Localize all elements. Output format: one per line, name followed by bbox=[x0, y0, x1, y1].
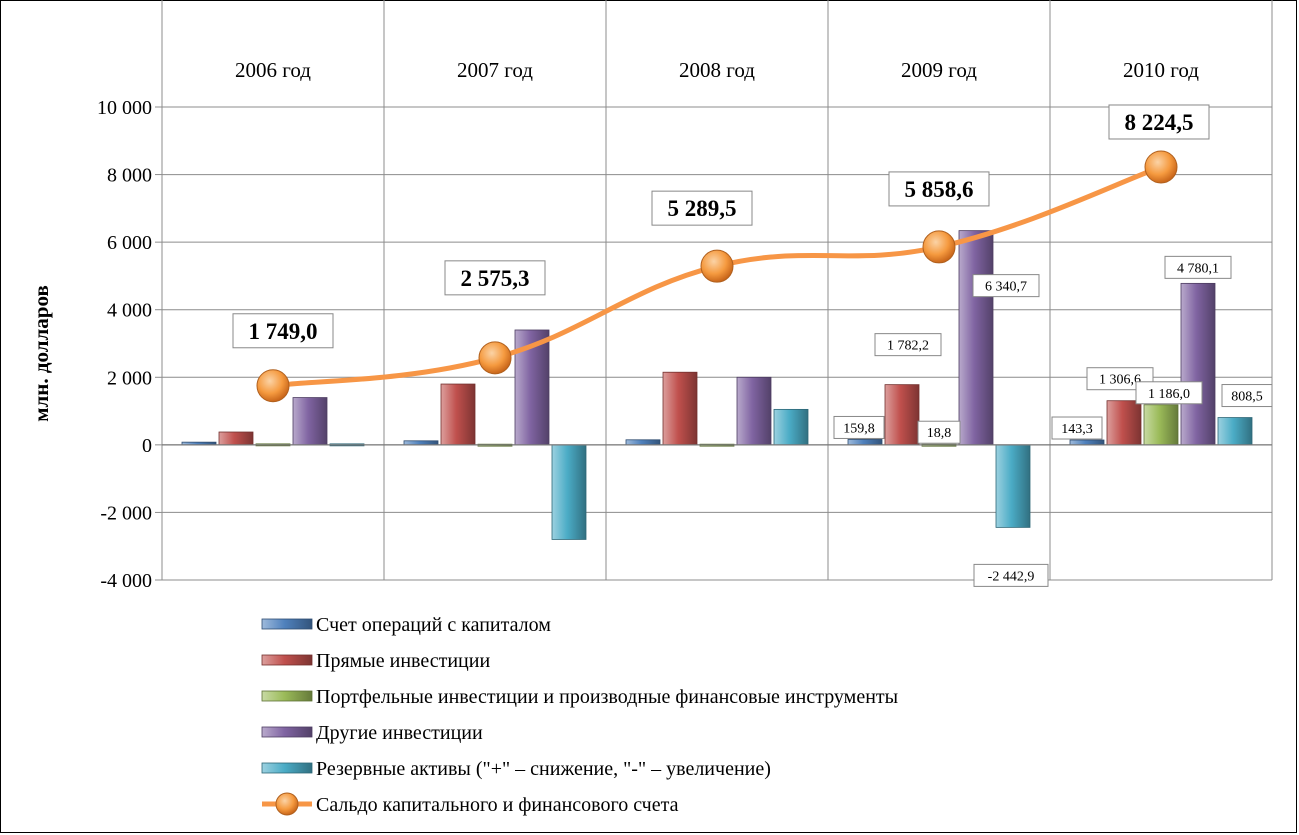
y-tick-label: 6 000 bbox=[107, 232, 152, 254]
balance-label-box bbox=[232, 313, 334, 349]
data-labels: 159,8 143,3 1 782,2 1 306,6 18,8 1 186,0 6 340… bbox=[232, 104, 1273, 587]
legend-swatch bbox=[261, 690, 313, 702]
data-label: 808,5 bbox=[1231, 390, 1263, 405]
balance-point bbox=[1144, 150, 1178, 184]
category-label: 2006 год bbox=[235, 58, 311, 82]
balance-point bbox=[478, 341, 512, 375]
balance-label-box bbox=[888, 171, 990, 207]
y-tick-label: 8 000 bbox=[107, 165, 152, 187]
bar bbox=[995, 444, 1031, 528]
data-label: 4 780,1 bbox=[1177, 261, 1219, 276]
data-label: 1 186,0 bbox=[1148, 387, 1190, 402]
data-label: 18,8 bbox=[927, 426, 952, 441]
balance-label-box bbox=[651, 190, 753, 226]
bar bbox=[773, 408, 809, 446]
gridlines bbox=[161, 0, 1273, 581]
bar bbox=[625, 439, 661, 446]
balance-label: 5 858,6 bbox=[905, 177, 974, 202]
data-label-box bbox=[1051, 416, 1103, 440]
data-label-box bbox=[1221, 384, 1273, 408]
bar bbox=[1069, 439, 1105, 446]
balance-label: 1 749,0 bbox=[249, 319, 318, 344]
balance-point bbox=[922, 230, 956, 264]
bar bbox=[662, 371, 698, 446]
bar bbox=[292, 397, 328, 446]
balance-label: 2 575,3 bbox=[461, 266, 530, 291]
balance-point bbox=[256, 369, 290, 403]
bar bbox=[1180, 282, 1216, 446]
data-label-box bbox=[874, 333, 942, 357]
legend-swatch bbox=[261, 726, 313, 738]
category-label: 2007 год bbox=[457, 58, 533, 82]
balance-point bbox=[700, 249, 734, 283]
bar bbox=[403, 440, 439, 446]
data-label-box bbox=[972, 274, 1040, 298]
legend-marker bbox=[275, 792, 299, 816]
balance-line bbox=[256, 150, 1178, 403]
category-label: 2009 год bbox=[901, 58, 977, 82]
balance-label-box bbox=[444, 260, 546, 296]
data-label: -2 442,9 bbox=[988, 569, 1035, 584]
bar bbox=[1106, 400, 1142, 446]
data-label: 6 340,7 bbox=[985, 280, 1027, 295]
y-tick-label: -4 000 bbox=[100, 570, 152, 592]
bar bbox=[736, 376, 772, 446]
bar bbox=[218, 431, 254, 446]
bar bbox=[551, 444, 587, 540]
y-tick-label: -2 000 bbox=[100, 502, 152, 524]
balance-label: 8 224,5 bbox=[1125, 110, 1194, 135]
data-label-box bbox=[833, 415, 885, 439]
y-axis-title: млн. долларов bbox=[29, 285, 53, 422]
data-label: 1 306,6 bbox=[1099, 373, 1141, 388]
legend-swatch bbox=[261, 654, 313, 666]
legend-label: Портфельные инвестиции и производные фин… bbox=[316, 686, 898, 708]
bar bbox=[440, 383, 476, 446]
legend-swatch bbox=[261, 618, 313, 630]
legend-label: Счет операций с капиталом bbox=[316, 614, 551, 636]
data-label-box bbox=[917, 420, 961, 444]
data-label: 143,3 bbox=[1061, 422, 1093, 437]
y-tick-label: 2 000 bbox=[107, 367, 152, 389]
legend-label: Резервные активы ("+" – снижение, "-" – … bbox=[316, 758, 771, 780]
bar bbox=[1143, 404, 1179, 446]
data-label-box bbox=[973, 563, 1049, 587]
legend-label: Другие инвестиции bbox=[316, 722, 483, 744]
bar bbox=[847, 439, 883, 446]
y-tick-label: 10 000 bbox=[97, 97, 152, 119]
category-label: 2008 год bbox=[679, 58, 755, 82]
data-label-box bbox=[1164, 255, 1232, 279]
y-tick-label: 0 bbox=[142, 435, 152, 457]
legend-swatch bbox=[261, 762, 313, 774]
axes: 10 000 8 000 6 000 4 000 2 000 0 -2 000 -4 000 2… bbox=[29, 58, 1272, 592]
y-tick-label: 4 000 bbox=[107, 300, 152, 322]
category-label: 2010 год bbox=[1123, 58, 1199, 82]
balance-label-box bbox=[1108, 104, 1210, 140]
legend-label: Прямые инвестиции bbox=[316, 650, 490, 672]
data-label: 159,8 bbox=[843, 421, 875, 436]
bar bbox=[1217, 417, 1253, 446]
bars bbox=[181, 230, 1253, 540]
legend-label: Сальдо капитального и финансового счета bbox=[316, 794, 679, 816]
bar bbox=[958, 230, 994, 446]
bar bbox=[884, 384, 920, 446]
data-label: 1 782,2 bbox=[887, 339, 929, 354]
data-label-box bbox=[1135, 381, 1203, 405]
legend: Счет операций с капиталом Прямые инвестиц… bbox=[261, 614, 898, 816]
balance-label: 5 289,5 bbox=[668, 196, 737, 221]
